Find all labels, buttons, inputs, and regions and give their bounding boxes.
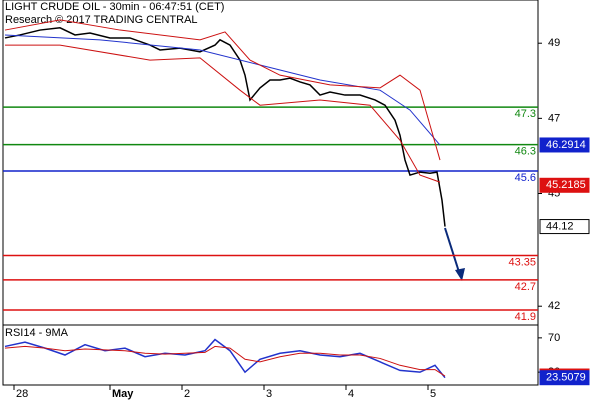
level-label: 47.3 [515,108,536,120]
value-badge-label: 23.5079 [546,372,586,384]
rsi-title: RSI14 - 9MA [5,327,69,339]
x-tick-label: 5 [430,388,436,400]
series-line [5,44,441,183]
level-label: 46.3 [515,146,536,158]
x-tick-label: 28 [16,388,28,400]
level-label: 45.6 [515,172,536,184]
forecast-arrow [444,227,465,281]
x-tick-label: May [112,388,134,400]
series-line [4,34,441,146]
x-tick-label: 2 [184,388,190,400]
value-badge [539,177,590,193]
series-line [4,338,446,379]
series-line [4,27,446,227]
y-tick-label: 47 [548,112,560,124]
value-badge [539,370,590,386]
value-badge-label: 46.2914 [546,139,586,151]
frame [2,0,539,386]
level-label: 42.7 [515,281,536,293]
value-badge-label: 44.12 [546,220,574,232]
y-tick-label: 49 [548,37,560,49]
y-tick-label: 42 [548,300,560,312]
x-tick-label: 4 [348,388,354,400]
y-tick-label: 70 [548,332,560,344]
x-tick-label: 3 [266,388,272,400]
series-line [4,345,446,377]
level-label: 41.9 [515,311,536,323]
value-badge [539,219,590,235]
value-badge-label: 45.2185 [546,179,586,191]
chart-title: LIGHT CRUDE OIL - 30min - 06:47:51 (CET) [5,1,224,13]
level-label: 43.35 [508,256,536,268]
value-badge [539,137,590,153]
chart-subtitle: Research © 2017 TRADING CENTRAL [5,14,198,26]
series-line [4,19,441,161]
